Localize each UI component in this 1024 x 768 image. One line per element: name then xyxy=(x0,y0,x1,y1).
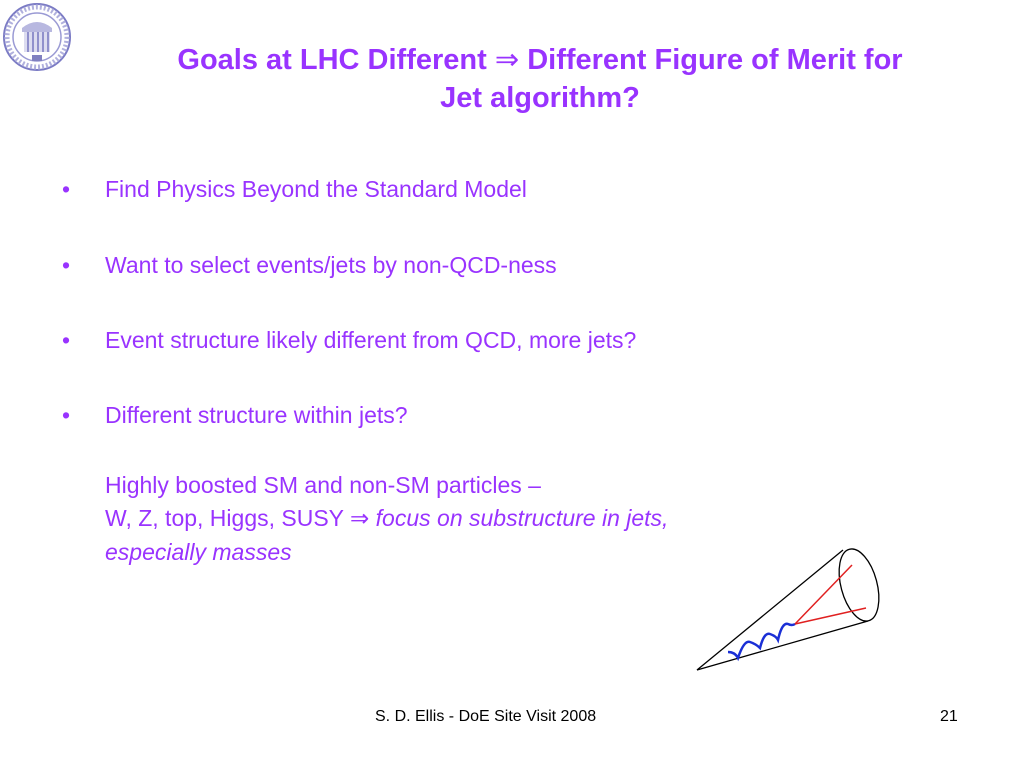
title-line-2: Jet algorithm? xyxy=(440,82,640,114)
bullet-marker: • xyxy=(62,252,71,278)
bullet-text: Find Physics Beyond the Standard Model xyxy=(105,176,527,202)
jet-cone-diagram xyxy=(690,540,890,680)
sub-line-1: Highly boosted SM and non-SM particles – xyxy=(105,472,541,498)
page-number: 21 xyxy=(940,708,958,725)
sub-text: Highly boosted SM and non-SM particles –… xyxy=(105,469,668,569)
bullet-marker: • xyxy=(62,176,71,202)
bullet-text: Want to select events/jets by non-QCD-ne… xyxy=(105,252,557,278)
title-text: Different Figure of Merit for xyxy=(519,44,903,76)
slide-title: Goals at LHC Different ⇒ Different Figur… xyxy=(100,40,980,117)
bullet-text: Different structure within jets? xyxy=(105,402,408,428)
sub-line-2: W, Z, top, Higgs, SUSY xyxy=(105,505,350,531)
bullet-text: Event structure likely different from QC… xyxy=(105,327,637,353)
sub-line-2-italic: focus on substructure in jets, xyxy=(369,505,669,531)
implies-arrow-icon: ⇒ xyxy=(350,506,370,532)
bullet-marker: • xyxy=(62,327,71,353)
university-seal-logo xyxy=(2,2,72,72)
bullet-marker: • xyxy=(62,402,71,428)
sub-line-3-italic: especially masses xyxy=(105,539,292,565)
footer-credit: S. D. Ellis - DoE Site Visit 2008 xyxy=(375,708,597,725)
implies-arrow-icon: ⇒ xyxy=(494,42,520,76)
title-text: Goals at LHC Different xyxy=(177,44,495,76)
